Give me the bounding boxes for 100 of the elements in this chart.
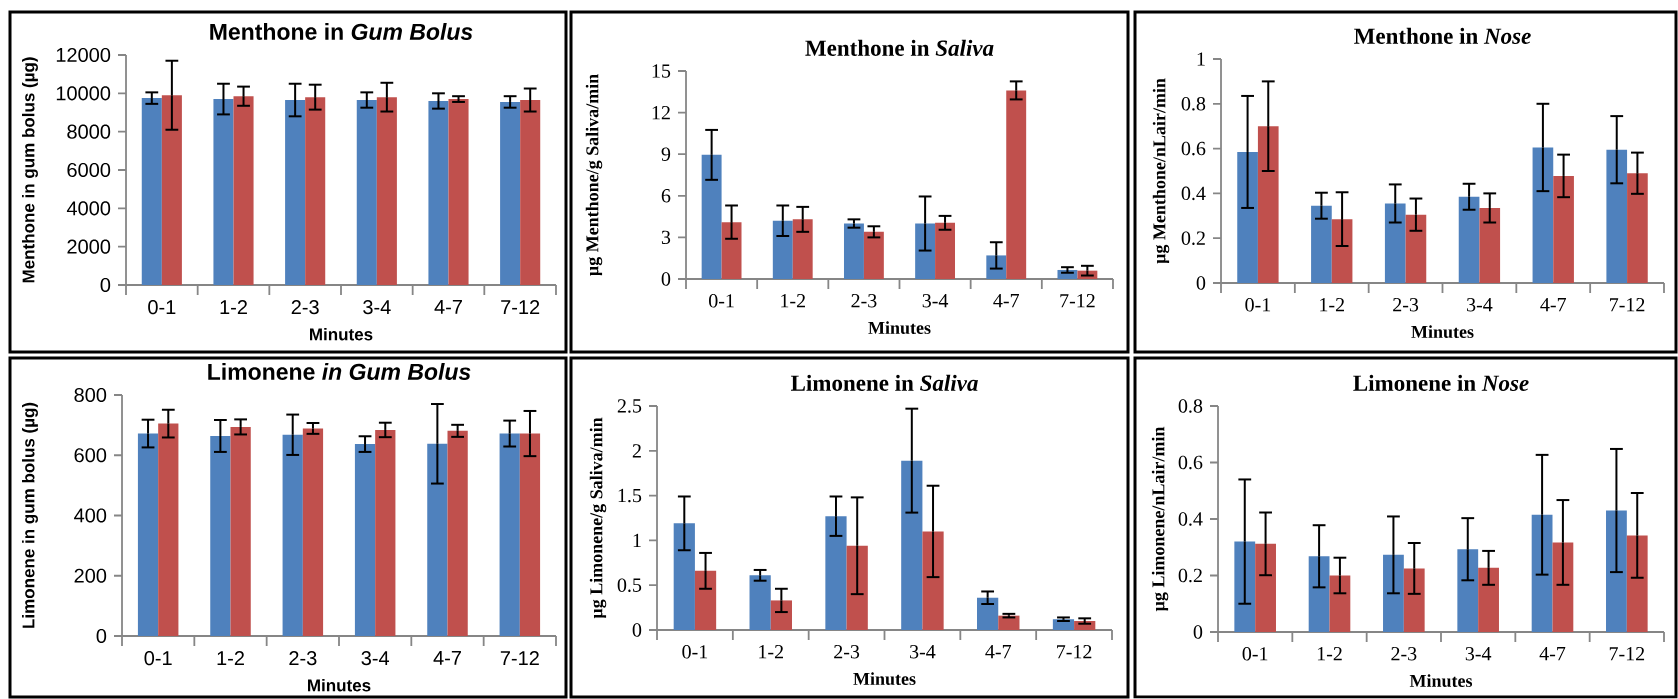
y-axis-title: Menthone in gum bolus (µg) xyxy=(22,57,38,283)
bar xyxy=(1626,535,1648,632)
x-tick-label: 2-3 xyxy=(1391,647,1417,661)
bar xyxy=(1403,568,1425,632)
y-tick-label: 1 xyxy=(633,533,641,547)
y-tick-label: 0 xyxy=(100,277,111,293)
bar xyxy=(1331,219,1353,283)
bar xyxy=(1311,205,1332,283)
x-tick-label: 2-3 xyxy=(851,294,877,308)
y-axis-title: µg Limonene/nLair/min xyxy=(1151,426,1169,612)
x-tick-label: 7-12 xyxy=(1610,298,1645,312)
x-axis-title: Minutes xyxy=(868,321,931,334)
chart-title: Limonene in Gum Bolus xyxy=(208,363,471,380)
y-tick-label: 15 xyxy=(652,64,671,78)
y-tick-label: 4000 xyxy=(66,201,111,216)
y-tick-label: 0 xyxy=(661,272,671,286)
x-tick-label: 0-1 xyxy=(1245,298,1271,312)
x-axis-title: Minutes xyxy=(1411,325,1474,338)
bar xyxy=(1405,214,1427,283)
y-tick-label: 0 xyxy=(632,623,642,637)
bar xyxy=(694,570,717,630)
x-tick-label: 3-4 xyxy=(1465,647,1492,661)
y-tick-label: 6 xyxy=(661,189,671,203)
x-tick-label: 1-2 xyxy=(220,300,247,315)
y-tick-label: 1.5 xyxy=(618,488,642,503)
bar xyxy=(701,154,722,279)
bar xyxy=(1257,126,1279,283)
x-tick-label: 4-7 xyxy=(434,300,462,314)
y-tick-label: 0 xyxy=(96,628,107,644)
bar xyxy=(499,433,520,636)
x-tick-label: 2-3 xyxy=(834,645,860,659)
bar xyxy=(302,428,324,636)
bar xyxy=(863,231,884,279)
bar xyxy=(1458,196,1480,283)
bar xyxy=(749,575,771,630)
y-tick-label: 0 xyxy=(1196,276,1206,290)
chart-title: Limonene in Nose xyxy=(1353,374,1529,391)
y-tick-label: 3 xyxy=(661,230,671,245)
x-tick-label: 7-12 xyxy=(501,300,540,315)
bar xyxy=(1383,554,1404,632)
x-tick-label: 3-4 xyxy=(1467,298,1493,312)
y-axis-title: Limonene in gum bolus (µg) xyxy=(22,402,38,628)
x-tick-label: 7-12 xyxy=(1060,294,1095,308)
x-tick-label: 1-2 xyxy=(759,645,783,659)
chart-title: Menthone in Nose xyxy=(1354,27,1531,44)
x-tick-label: 7-12 xyxy=(1609,647,1645,661)
x-tick-label: 3-4 xyxy=(910,645,936,659)
y-tick-label: 0.5 xyxy=(617,578,642,592)
bar xyxy=(673,523,695,630)
y-axis-title: µg Limonene/g Saliva/min xyxy=(589,417,607,619)
bar xyxy=(230,426,251,636)
bar xyxy=(158,423,179,636)
chart-title: Limonene in Saliva xyxy=(790,374,978,391)
x-tick-label: 3-4 xyxy=(922,294,949,308)
bar xyxy=(1255,543,1276,632)
y-tick-label: 8000 xyxy=(67,124,111,139)
bar xyxy=(843,223,864,279)
bar xyxy=(1237,151,1258,283)
x-tick-label: 4-7 xyxy=(985,645,1012,659)
bar xyxy=(772,220,793,279)
y-tick-label: 1 xyxy=(1197,52,1205,66)
x-tick-label: 1-2 xyxy=(1320,298,1344,312)
bar xyxy=(922,531,944,630)
y-tick-label: 6000 xyxy=(67,162,111,178)
chart-title: Menthone in Saliva xyxy=(805,39,994,56)
x-tick-label: 2-3 xyxy=(291,300,319,315)
bar xyxy=(1478,567,1499,632)
y-tick-label: 12 xyxy=(652,105,670,120)
bar xyxy=(1006,90,1027,279)
x-tick-label: 4-7 xyxy=(1539,647,1566,661)
y-tick-label: 10000 xyxy=(56,86,111,101)
bar xyxy=(1308,556,1330,632)
y-tick-label: 2 xyxy=(632,444,641,458)
x-tick-label: 0-1 xyxy=(709,294,734,308)
bar xyxy=(354,444,376,636)
x-tick-label: 7-12 xyxy=(500,651,539,666)
bar xyxy=(137,433,159,636)
x-tick-label: 4-7 xyxy=(1540,298,1567,312)
bar xyxy=(1479,207,1501,283)
bar xyxy=(210,435,231,636)
bar xyxy=(998,615,1020,630)
y-tick-label: 600 xyxy=(74,448,107,463)
y-tick-label: 2000 xyxy=(67,239,111,254)
bar xyxy=(1552,542,1574,632)
bar xyxy=(427,443,448,636)
x-tick-label: 3-4 xyxy=(363,300,391,315)
y-tick-label: 800 xyxy=(74,387,107,403)
y-tick-label: 0 xyxy=(1193,625,1203,639)
x-tick-label: 1-2 xyxy=(1317,647,1342,661)
y-tick-label: 0.2 xyxy=(1181,231,1205,245)
x-tick-label: 2-3 xyxy=(289,651,317,666)
y-tick-label: 0.2 xyxy=(1178,568,1202,583)
x-tick-label: 0-1 xyxy=(148,300,176,315)
y-tick-label: 12000 xyxy=(56,47,111,63)
bar xyxy=(375,429,396,636)
x-axis-title: Minutes xyxy=(310,327,373,341)
x-tick-label: 4-7 xyxy=(433,651,461,665)
bar xyxy=(935,222,956,279)
x-tick-label: 7-12 xyxy=(1057,645,1092,659)
x-tick-label: 0-1 xyxy=(682,645,708,659)
